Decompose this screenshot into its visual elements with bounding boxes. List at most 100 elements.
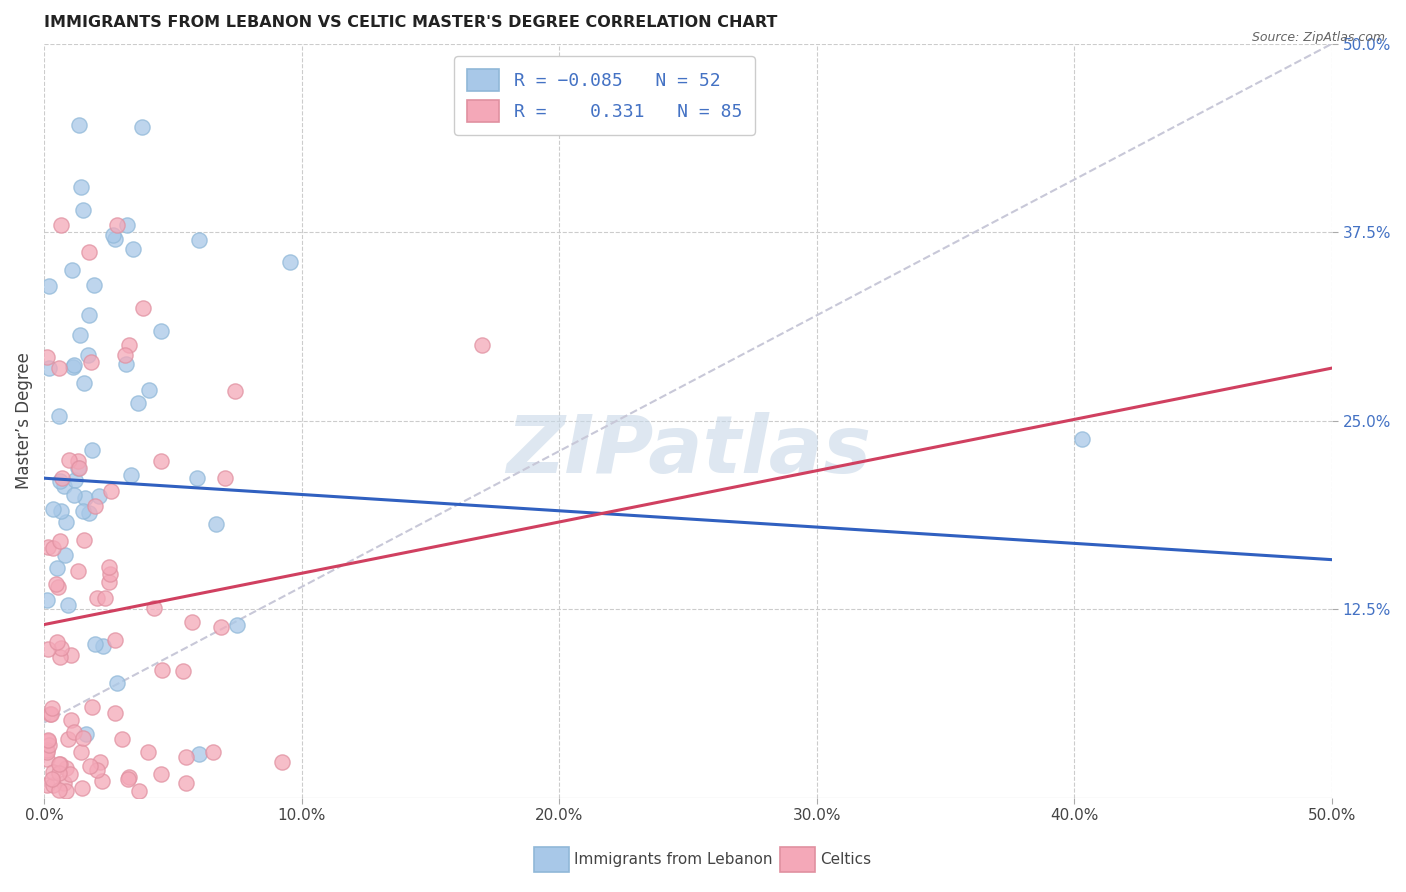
- Point: [62, 360, 84, 375]
- Point: [117, 772, 139, 787]
- Point: [42, 501, 65, 516]
- Legend: R = −0.085   N = 52, R =    0.331   N = 85: R = −0.085 N = 52, R = 0.331 N = 85: [454, 56, 755, 135]
- Point: [150, 324, 173, 338]
- Point: [80, 700, 103, 714]
- Point: [72, 781, 94, 796]
- Point: [42, 764, 65, 779]
- Point: [91, 774, 114, 789]
- Point: [86, 591, 108, 605]
- Point: [45, 576, 67, 591]
- Point: [49, 649, 72, 664]
- Point: [149, 454, 172, 468]
- Point: [76, 348, 98, 362]
- Point: [35, 778, 58, 792]
- Point: [150, 663, 173, 677]
- Point: [63, 488, 86, 502]
- Point: [120, 467, 142, 482]
- Point: [278, 255, 301, 269]
- Text: ZIPatlas: ZIPatlas: [506, 412, 870, 490]
- Point: [39, 706, 62, 721]
- Point: [62, 725, 84, 739]
- Point: [55, 761, 77, 775]
- Point: [138, 384, 160, 398]
- Y-axis label: Master’s Degree: Master’s Degree: [15, 352, 32, 490]
- Point: [80, 442, 103, 457]
- Point: [69, 118, 91, 132]
- Point: [224, 384, 246, 398]
- Point: [38, 361, 60, 376]
- Point: [45, 561, 67, 575]
- Point: [1071, 432, 1094, 446]
- Point: [111, 731, 134, 746]
- Point: [93, 591, 115, 605]
- Point: [35, 593, 58, 607]
- Point: [122, 242, 145, 256]
- Point: [49, 533, 72, 548]
- Point: [73, 533, 96, 547]
- Point: [104, 633, 127, 648]
- Point: [60, 713, 83, 727]
- Point: [53, 548, 76, 562]
- Point: [84, 637, 107, 651]
- Point: [37, 642, 59, 657]
- Point: [58, 599, 80, 613]
- Point: [70, 180, 93, 194]
- Point: [35, 752, 58, 766]
- Point: [67, 461, 90, 475]
- Point: [48, 474, 70, 488]
- Point: [38, 738, 60, 752]
- Point: [48, 409, 70, 423]
- Point: [128, 783, 150, 797]
- Point: [91, 639, 114, 653]
- Point: [69, 328, 91, 343]
- Point: [115, 218, 138, 232]
- Point: [37, 541, 59, 555]
- Point: [42, 778, 65, 792]
- Point: [35, 745, 58, 759]
- Point: [87, 489, 110, 503]
- Point: [35, 351, 58, 365]
- Point: [37, 732, 59, 747]
- Point: [205, 516, 228, 531]
- Point: [172, 664, 194, 678]
- Point: [53, 775, 76, 789]
- Point: [136, 745, 159, 759]
- Point: [97, 575, 120, 590]
- Point: [131, 301, 153, 315]
- Point: [100, 483, 122, 498]
- Point: [150, 767, 173, 781]
- Point: [59, 767, 82, 781]
- Point: [209, 620, 232, 634]
- Point: [55, 783, 77, 797]
- Point: [105, 218, 128, 232]
- Point: [471, 338, 494, 352]
- Point: [226, 617, 249, 632]
- Point: [48, 361, 70, 376]
- Point: [53, 479, 76, 493]
- Point: [59, 648, 82, 662]
- Point: [83, 278, 105, 293]
- Point: [45, 635, 67, 649]
- Point: [63, 474, 86, 488]
- Point: [98, 566, 121, 581]
- Point: [58, 452, 80, 467]
- Point: [97, 560, 120, 574]
- Point: [105, 675, 128, 690]
- Text: IMMIGRANTS FROM LEBANON VS CELTIC MASTER'S DEGREE CORRELATION CHART: IMMIGRANTS FROM LEBANON VS CELTIC MASTER…: [44, 15, 778, 30]
- Point: [84, 499, 107, 513]
- Point: [41, 541, 63, 556]
- Point: [41, 701, 63, 715]
- Point: [49, 218, 72, 232]
- Point: [187, 747, 209, 761]
- Point: [46, 580, 69, 594]
- Point: [86, 763, 108, 777]
- Point: [77, 245, 100, 260]
- Point: [49, 756, 72, 771]
- Text: Celtics: Celtics: [820, 853, 870, 867]
- Point: [72, 504, 94, 518]
- Point: [186, 470, 208, 484]
- Point: [67, 454, 90, 468]
- Point: [49, 504, 72, 518]
- Point: [214, 471, 236, 485]
- Point: [114, 348, 136, 362]
